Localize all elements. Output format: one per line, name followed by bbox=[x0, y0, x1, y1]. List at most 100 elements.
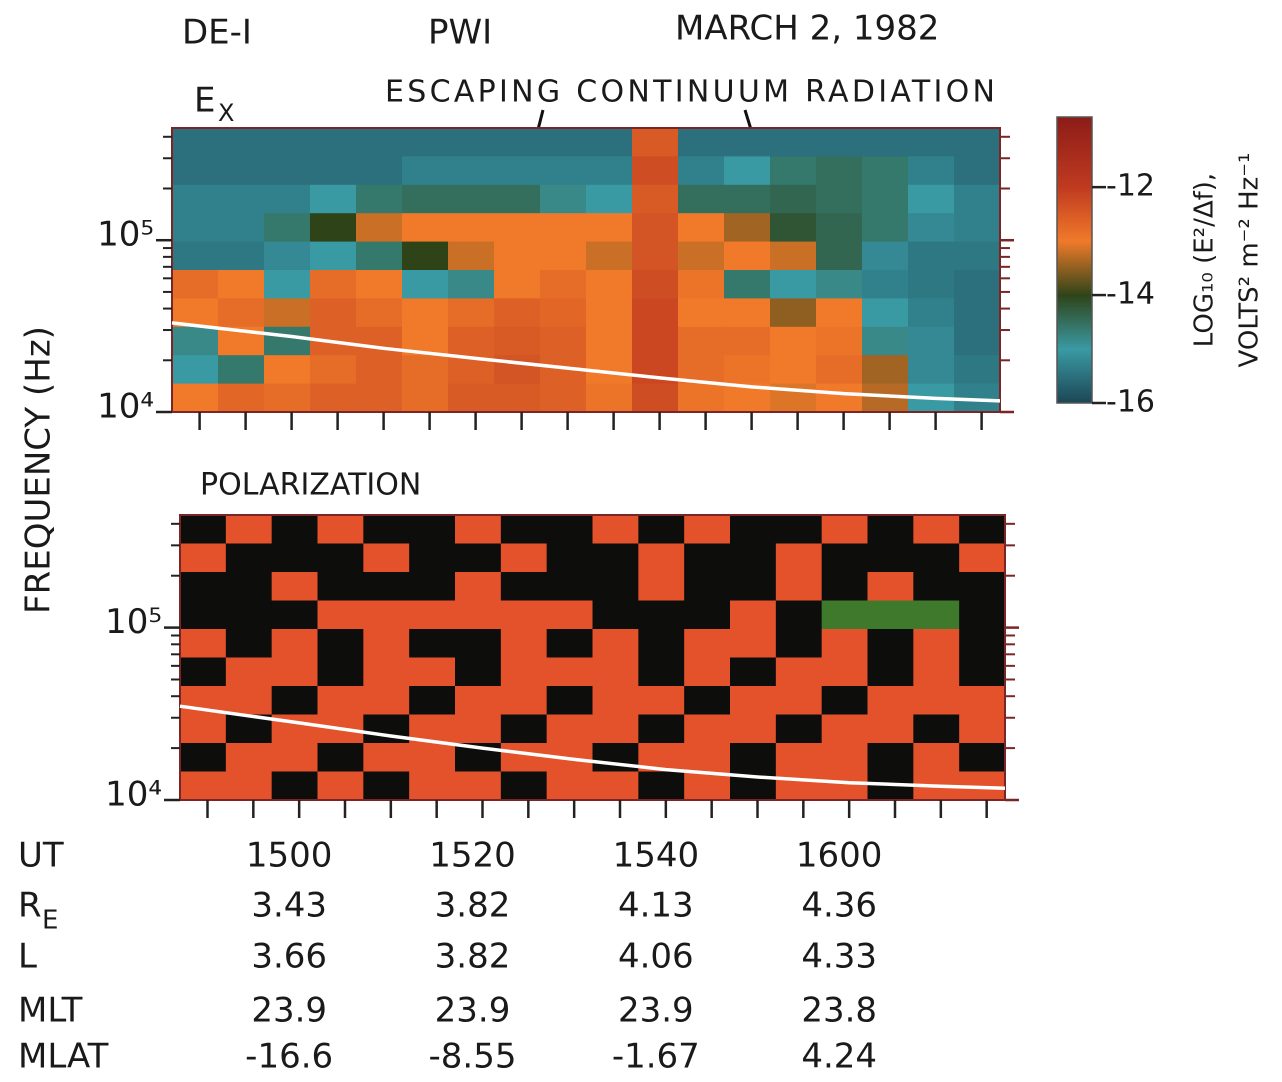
cell bbox=[271, 629, 319, 659]
cell bbox=[500, 515, 548, 545]
cell bbox=[678, 184, 725, 214]
cell bbox=[264, 270, 311, 299]
cell bbox=[867, 714, 914, 744]
cell bbox=[959, 714, 1006, 744]
cell bbox=[225, 600, 273, 630]
cell bbox=[264, 241, 311, 271]
cell bbox=[540, 298, 587, 328]
cell bbox=[225, 572, 273, 602]
cell bbox=[684, 686, 731, 716]
cell bbox=[954, 241, 1001, 271]
cell bbox=[218, 213, 265, 243]
cell bbox=[317, 543, 364, 573]
cell bbox=[546, 686, 594, 716]
cell bbox=[546, 771, 594, 801]
cell bbox=[180, 600, 227, 630]
cell bbox=[959, 543, 1006, 573]
table-value: 1500 bbox=[246, 836, 333, 876]
cell bbox=[363, 572, 410, 602]
cell bbox=[592, 771, 639, 801]
cell bbox=[638, 714, 685, 744]
cell bbox=[494, 383, 541, 413]
cell bbox=[586, 184, 633, 214]
cell bbox=[494, 184, 541, 214]
cell bbox=[546, 543, 594, 573]
cell bbox=[225, 515, 273, 545]
cell bbox=[500, 686, 548, 716]
table-value: 4.33 bbox=[801, 937, 877, 977]
cell bbox=[264, 355, 311, 385]
cell bbox=[632, 213, 679, 243]
row-label: R bbox=[18, 886, 42, 926]
cell bbox=[730, 515, 777, 545]
cell bbox=[775, 543, 823, 573]
y-tick-label: 10⁴ bbox=[97, 387, 154, 427]
cell bbox=[821, 629, 869, 659]
colorbar-segment bbox=[1057, 295, 1092, 350]
cell bbox=[816, 355, 863, 385]
table-value: 3.82 bbox=[435, 886, 511, 926]
cell bbox=[821, 572, 869, 602]
cell bbox=[908, 326, 955, 356]
cell bbox=[586, 270, 633, 299]
colorbar-segment bbox=[1057, 187, 1092, 242]
cell bbox=[540, 326, 587, 356]
cell bbox=[500, 743, 548, 773]
cell bbox=[540, 156, 587, 186]
cell bbox=[913, 657, 960, 687]
cell bbox=[356, 383, 403, 413]
cell bbox=[317, 629, 364, 659]
cell bbox=[638, 657, 685, 687]
cell bbox=[172, 213, 219, 243]
cell bbox=[409, 629, 456, 659]
cell bbox=[730, 743, 777, 773]
cell bbox=[678, 213, 725, 243]
table-value: 3.66 bbox=[251, 937, 327, 977]
cell bbox=[821, 743, 869, 773]
cell bbox=[409, 657, 456, 687]
cell bbox=[180, 515, 227, 545]
table-value: -8.55 bbox=[429, 1037, 517, 1077]
cell bbox=[546, 629, 594, 659]
cell bbox=[724, 213, 771, 243]
cell bbox=[638, 515, 685, 545]
table-value: 4.13 bbox=[618, 886, 694, 926]
cell bbox=[770, 241, 817, 271]
cell bbox=[816, 241, 863, 271]
cell bbox=[678, 298, 725, 328]
cell bbox=[500, 771, 548, 801]
cell bbox=[678, 128, 725, 157]
cell bbox=[908, 213, 955, 243]
cell bbox=[770, 213, 817, 243]
cell bbox=[678, 383, 725, 413]
cell bbox=[632, 184, 679, 214]
cell bbox=[770, 156, 817, 186]
cell bbox=[402, 184, 449, 214]
cell bbox=[913, 714, 960, 744]
cell bbox=[225, 771, 273, 801]
cell bbox=[954, 213, 1001, 243]
cell bbox=[172, 355, 219, 385]
cell bbox=[775, 771, 823, 801]
cell bbox=[264, 213, 311, 243]
cell bbox=[867, 600, 914, 630]
cell bbox=[363, 657, 410, 687]
cell bbox=[959, 600, 1006, 630]
table-value: 4.06 bbox=[618, 937, 694, 977]
y-tick-label: 10⁵ bbox=[105, 602, 162, 642]
cell bbox=[402, 241, 449, 271]
cell bbox=[684, 771, 731, 801]
cell bbox=[356, 213, 403, 243]
cell bbox=[356, 128, 403, 157]
cell bbox=[363, 743, 410, 773]
cell bbox=[586, 298, 633, 328]
cell bbox=[632, 241, 679, 271]
cell bbox=[225, 629, 273, 659]
cell bbox=[816, 298, 863, 328]
cell bbox=[724, 270, 771, 299]
cell bbox=[310, 270, 357, 299]
cell bbox=[455, 771, 502, 801]
cell bbox=[862, 241, 909, 271]
cell bbox=[867, 657, 914, 687]
cell bbox=[271, 600, 319, 630]
